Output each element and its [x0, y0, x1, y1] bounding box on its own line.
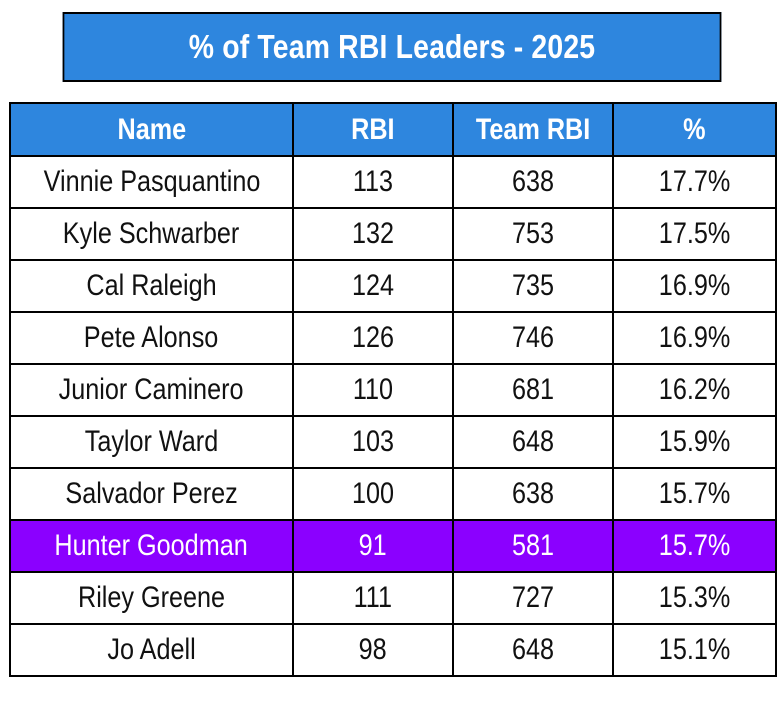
column-header-rbi: RBI — [292, 102, 454, 157]
player-name-cell: Hunter Goodman — [9, 519, 294, 573]
percent-cell: 15.7% — [612, 519, 777, 573]
percent-cell: 16.2% — [612, 363, 777, 417]
table-title: % of Team RBI Leaders - 2025 — [188, 28, 596, 65]
table-row: Riley Greene 111 727 15.3% — [9, 571, 777, 625]
player-name-cell: Cal Raleigh — [9, 259, 294, 313]
rbi-cell: 91 — [292, 519, 454, 573]
team-rbi-cell: 648 — [452, 623, 614, 677]
percent-cell: 15.1% — [612, 623, 777, 677]
player-name-cell: Vinnie Pasquantino — [9, 155, 294, 209]
percent-cell: 17.5% — [612, 207, 777, 261]
table-row: Pete Alonso 126 746 16.9% — [9, 311, 777, 365]
percent-cell: 17.7% — [612, 155, 777, 209]
column-header-team-rbi: Team RBI — [452, 102, 614, 157]
table-body: Vinnie Pasquantino 113 638 17.7% Kyle Schwar… — [9, 155, 777, 677]
team-rbi-cell: 727 — [452, 571, 614, 625]
table-row: Kyle Schwarber 132 753 17.5% — [9, 207, 777, 261]
rbi-cell: 124 — [292, 259, 454, 313]
percent-cell: 16.9% — [612, 259, 777, 313]
team-rbi-cell: 681 — [452, 363, 614, 417]
team-rbi-cell: 581 — [452, 519, 614, 573]
rbi-leaders-table: Name RBI Team RBI % Vinnie Pasquantino 11… — [9, 102, 777, 677]
header-row: Name RBI Team RBI % — [9, 102, 777, 157]
column-header-percent: % — [612, 102, 777, 157]
player-name-cell: Kyle Schwarber — [9, 207, 294, 261]
player-name-cell: Taylor Ward — [9, 415, 294, 469]
rbi-cell: 113 — [292, 155, 454, 209]
player-name-cell: Jo Adell — [9, 623, 294, 677]
percent-cell: 16.9% — [612, 311, 777, 365]
table-row: Jo Adell 98 648 15.1% — [9, 623, 777, 677]
team-rbi-cell: 735 — [452, 259, 614, 313]
rbi-cell: 132 — [292, 207, 454, 261]
team-rbi-cell: 753 — [452, 207, 614, 261]
player-name-cell: Pete Alonso — [9, 311, 294, 365]
team-rbi-cell: 746 — [452, 311, 614, 365]
player-name-cell: Junior Caminero — [9, 363, 294, 417]
player-name-cell: Salvador Perez — [9, 467, 294, 521]
rbi-cell: 98 — [292, 623, 454, 677]
percent-cell: 15.9% — [612, 415, 777, 469]
rbi-cell: 110 — [292, 363, 454, 417]
table-row: Salvador Perez 100 638 15.7% — [9, 467, 777, 521]
team-rbi-cell: 648 — [452, 415, 614, 469]
table-row: Vinnie Pasquantino 113 638 17.7% — [9, 155, 777, 209]
team-rbi-cell: 638 — [452, 155, 614, 209]
table-row: Taylor Ward 103 648 15.9% — [9, 415, 777, 469]
percent-cell: 15.7% — [612, 467, 777, 521]
rbi-cell: 100 — [292, 467, 454, 521]
rbi-cell: 103 — [292, 415, 454, 469]
table-title-banner: % of Team RBI Leaders - 2025 — [62, 12, 722, 82]
column-header-name: Name — [9, 102, 294, 157]
rbi-cell: 111 — [292, 571, 454, 625]
table-row: Cal Raleigh 124 735 16.9% — [9, 259, 777, 313]
table-row: Junior Caminero 110 681 16.2% — [9, 363, 777, 417]
rbi-cell: 126 — [292, 311, 454, 365]
player-name-cell: Riley Greene — [9, 571, 294, 625]
table-row: Hunter Goodman 91 581 15.7% — [9, 519, 777, 573]
team-rbi-cell: 638 — [452, 467, 614, 521]
percent-cell: 15.3% — [612, 571, 777, 625]
